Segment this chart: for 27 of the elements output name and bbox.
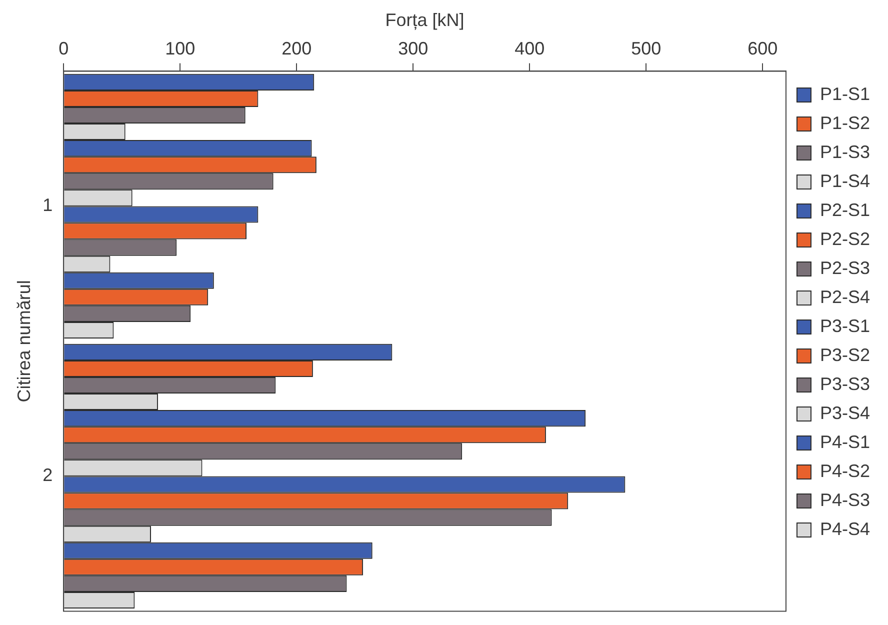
x-tick-label: 600 bbox=[748, 38, 778, 58]
x-tick-label: 500 bbox=[631, 38, 662, 58]
legend-label: P3-S3 bbox=[820, 374, 870, 394]
legend-label: P1-S1 bbox=[820, 84, 870, 104]
x-tick-label: 200 bbox=[282, 38, 312, 58]
legend-label: P4-S1 bbox=[820, 432, 870, 452]
legend-label: P2-S2 bbox=[820, 228, 870, 249]
x-tick-label: 0 bbox=[58, 38, 69, 58]
legend-label: P3-S1 bbox=[820, 316, 870, 336]
legend-label: P3-S2 bbox=[820, 344, 870, 365]
x-tick-label: 300 bbox=[398, 38, 428, 58]
x-tick-label: 400 bbox=[514, 38, 545, 58]
legend-label: P1-S3 bbox=[820, 142, 870, 162]
legend-label: P1-S4 bbox=[820, 170, 870, 191]
legend-label: P2-S4 bbox=[820, 286, 870, 307]
y-axis-title: Citirea numărul bbox=[14, 280, 34, 402]
legend-label: P2-S3 bbox=[820, 258, 870, 278]
legend-label: P4-S4 bbox=[820, 518, 870, 539]
x-axis-title: Forța [kN] bbox=[385, 10, 464, 30]
legend-label: P1-S2 bbox=[820, 112, 870, 133]
legend-label: P3-S4 bbox=[820, 402, 870, 423]
y-tick-label: 2 bbox=[42, 465, 53, 486]
y-tick-label: 1 bbox=[42, 195, 53, 216]
legend-label: P4-S2 bbox=[820, 460, 870, 481]
legend-label: P4-S3 bbox=[820, 490, 870, 510]
x-tick-label: 100 bbox=[165, 38, 196, 58]
legend-label: P2-S1 bbox=[820, 200, 870, 220]
